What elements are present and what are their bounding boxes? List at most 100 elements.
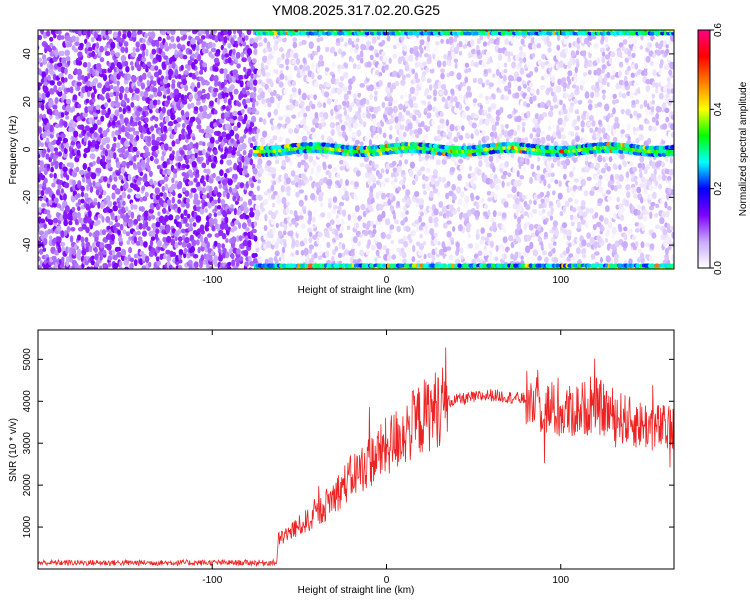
spectrogram-cell bbox=[605, 43, 609, 49]
spectrogram-cell bbox=[133, 235, 137, 244]
spectrogram-cell bbox=[562, 103, 566, 111]
spectrogram-cell bbox=[573, 198, 579, 205]
spectrogram-cell bbox=[546, 83, 551, 88]
spectrogram-cell bbox=[126, 73, 131, 81]
spectrogram-cell bbox=[292, 37, 298, 42]
spectrogram-cell bbox=[377, 258, 383, 264]
spectrogram-cell bbox=[277, 123, 283, 128]
spectrogram-cell bbox=[419, 233, 424, 239]
spectrogram-cell bbox=[112, 201, 117, 207]
spectrogram-cell bbox=[124, 46, 129, 54]
spectrogram-cell bbox=[424, 154, 430, 159]
spectrogram-cell bbox=[337, 252, 343, 259]
spectrogram-cell bbox=[485, 95, 489, 101]
spectrogram-cell bbox=[110, 62, 115, 70]
spectrogram-cell bbox=[590, 162, 595, 169]
spectrogram-cell bbox=[317, 67, 321, 73]
spectrogram-cell bbox=[426, 78, 432, 84]
spectrogram-cell bbox=[331, 73, 336, 79]
spectrogram-cell bbox=[236, 63, 241, 69]
spectrogram-cell bbox=[292, 41, 298, 49]
spectrogram-cell bbox=[384, 106, 390, 112]
spectrogram-cell bbox=[155, 39, 160, 48]
spectrogram-cell bbox=[343, 121, 349, 126]
spectrogram-cell bbox=[411, 229, 416, 236]
spectrogram-cell bbox=[247, 68, 252, 76]
spectrogram-cell bbox=[232, 195, 237, 202]
spectrogram-cell bbox=[87, 145, 91, 153]
spectrogram-cell bbox=[319, 36, 324, 42]
spectrogram-cell bbox=[229, 129, 235, 137]
spectrogram-cell bbox=[507, 88, 512, 95]
spectrogram-cell bbox=[232, 69, 238, 76]
spectrogram-cell bbox=[521, 121, 526, 127]
spectrogram-cell bbox=[598, 186, 604, 193]
spectrogram-cell bbox=[66, 226, 71, 233]
spectrogram-cell bbox=[437, 125, 441, 131]
spectrogram-cell bbox=[271, 194, 276, 200]
spectrogram-cell bbox=[494, 184, 500, 191]
spectrogram-cell bbox=[213, 75, 219, 83]
spectrogram-cell bbox=[553, 256, 558, 263]
spectrogram-cell bbox=[227, 98, 232, 106]
spectrogram-cell bbox=[285, 157, 291, 163]
spectrogram-cell bbox=[342, 71, 349, 79]
spectrogram-cell bbox=[439, 184, 445, 190]
spectrogram-cell bbox=[186, 30, 191, 33]
spectrogram-cell bbox=[354, 181, 359, 188]
spectrogram-cell bbox=[540, 174, 545, 181]
spectrogram-cell bbox=[595, 174, 600, 180]
spectrogram-cell bbox=[181, 30, 187, 35]
spectrogram-cell bbox=[422, 61, 427, 67]
spectrogram-cell bbox=[459, 93, 463, 101]
spectrogram-cell bbox=[99, 57, 105, 63]
spectrogram-cell bbox=[77, 234, 82, 241]
spectrogram-cell bbox=[71, 206, 76, 212]
spectrogram-cell bbox=[252, 167, 258, 175]
spectrogram-cell bbox=[210, 250, 215, 256]
spectrogram-cell bbox=[312, 224, 317, 229]
spectrogram-cell bbox=[114, 222, 121, 228]
spectrogram-cell bbox=[47, 266, 54, 269]
spectrogram-cell bbox=[193, 261, 199, 268]
spectrogram-cell bbox=[290, 252, 295, 257]
spectrogram-cell bbox=[191, 53, 196, 58]
spectrogram-cell bbox=[428, 54, 432, 62]
spectrogram-cell bbox=[271, 227, 276, 234]
spectrogram-cell bbox=[119, 86, 125, 94]
spectrogram-cell bbox=[377, 63, 383, 70]
spectrogram-cell bbox=[104, 149, 108, 157]
spectrogram-cell bbox=[125, 66, 130, 73]
spectrogram-cell bbox=[166, 30, 172, 34]
spectrogram-cell bbox=[120, 185, 124, 192]
spectrogram-cell bbox=[275, 209, 279, 215]
spectrogram-cell bbox=[322, 102, 327, 109]
spectrogram-cell bbox=[174, 236, 178, 242]
spectrogram-cell bbox=[129, 127, 136, 132]
spectrogram-cell bbox=[266, 41, 271, 49]
spectrogram-cell bbox=[239, 196, 243, 202]
spectrogram-cell bbox=[322, 161, 327, 168]
spectrogram-cell bbox=[398, 68, 404, 76]
spectrogram-cell bbox=[513, 130, 518, 136]
spectrogram-cell bbox=[346, 268, 348, 269]
spectrogram-cell bbox=[513, 71, 519, 79]
spectrogram-cell bbox=[130, 101, 135, 108]
spectrogram-cell bbox=[314, 111, 319, 119]
spectrogram-cell bbox=[282, 94, 288, 101]
spectrogram-cell bbox=[186, 242, 192, 249]
spectrogram-cell bbox=[253, 79, 258, 86]
spectrogram-cell bbox=[182, 216, 188, 224]
spectrogram-cell bbox=[267, 195, 272, 202]
spectrogram-cell bbox=[326, 211, 332, 219]
spectrogram-cell bbox=[594, 251, 600, 256]
spectrogram-cell bbox=[99, 186, 103, 193]
spectrogram-cell bbox=[575, 85, 580, 93]
spectrogram-cell bbox=[200, 35, 206, 40]
spectrogram-cell bbox=[155, 221, 161, 228]
spectrogram-cell bbox=[266, 160, 272, 166]
spectrogram-cell bbox=[297, 88, 302, 96]
spectrogram-cell bbox=[570, 131, 575, 137]
spectrogram-cell bbox=[443, 168, 447, 174]
spectrogram-cell bbox=[528, 199, 533, 205]
